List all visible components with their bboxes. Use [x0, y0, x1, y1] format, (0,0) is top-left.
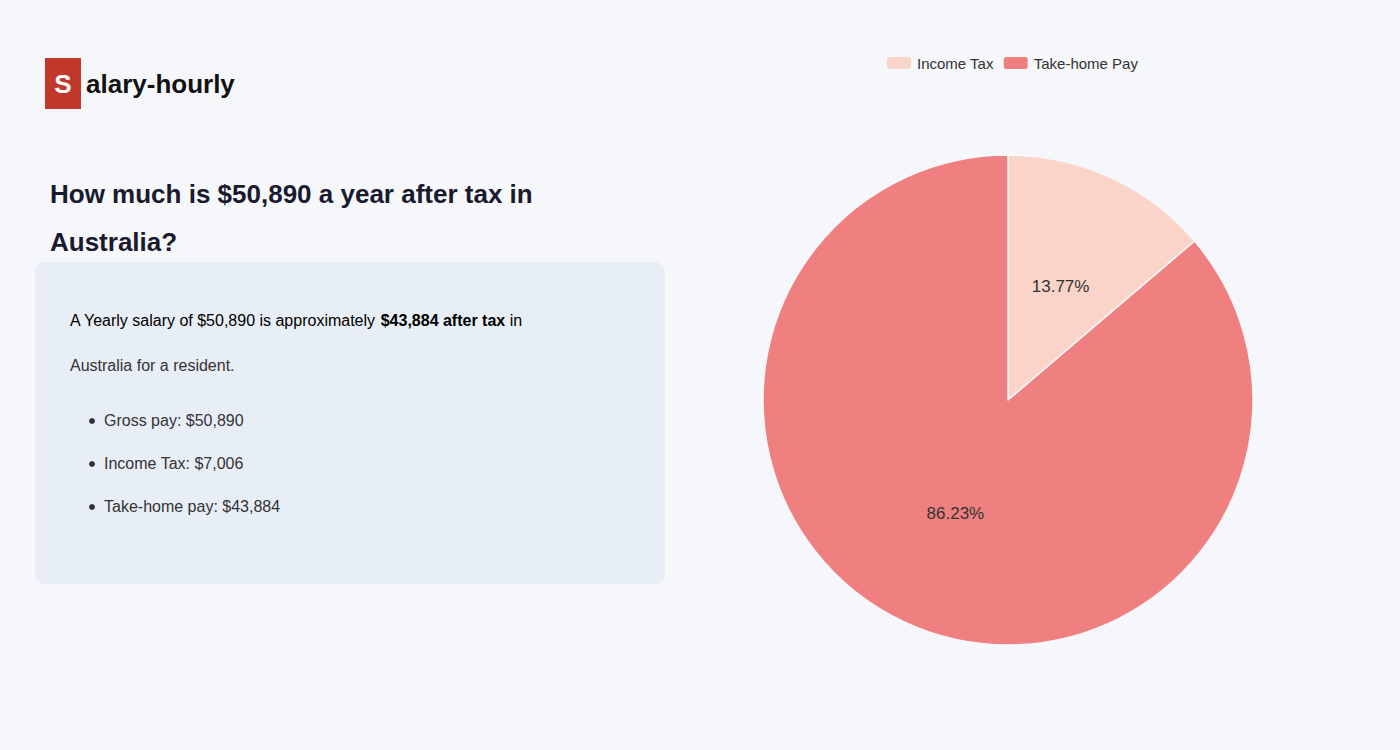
svg-text:alary-hourly: alary-hourly — [86, 69, 235, 99]
svg-text:Take-home Pay: Take-home Pay — [1034, 55, 1139, 72]
svg-text:Income Tax: Income Tax — [917, 55, 994, 72]
svg-text:86.23%: 86.23% — [927, 504, 985, 523]
svg-text:$43,884 after tax: $43,884 after tax — [381, 312, 506, 329]
svg-text:in: in — [505, 312, 522, 329]
svg-text:Take-home pay: $43,884: Take-home pay: $43,884 — [104, 498, 280, 515]
svg-text:How much is $50,890 a year aft: How much is $50,890 a year after tax in — [50, 179, 533, 209]
svg-text:Australia?: Australia? — [50, 227, 177, 257]
svg-text:A Yearly salary of $50,890 is: A Yearly salary of $50,890 is approximat… — [70, 312, 380, 329]
svg-text:Australia for a resident.: Australia for a resident. — [70, 357, 235, 374]
svg-text:S: S — [54, 69, 71, 99]
svg-text:Income Tax: $7,006: Income Tax: $7,006 — [104, 455, 243, 472]
svg-text:Gross pay: $50,890: Gross pay: $50,890 — [104, 412, 244, 429]
svg-text:13.77%: 13.77% — [1032, 277, 1090, 296]
